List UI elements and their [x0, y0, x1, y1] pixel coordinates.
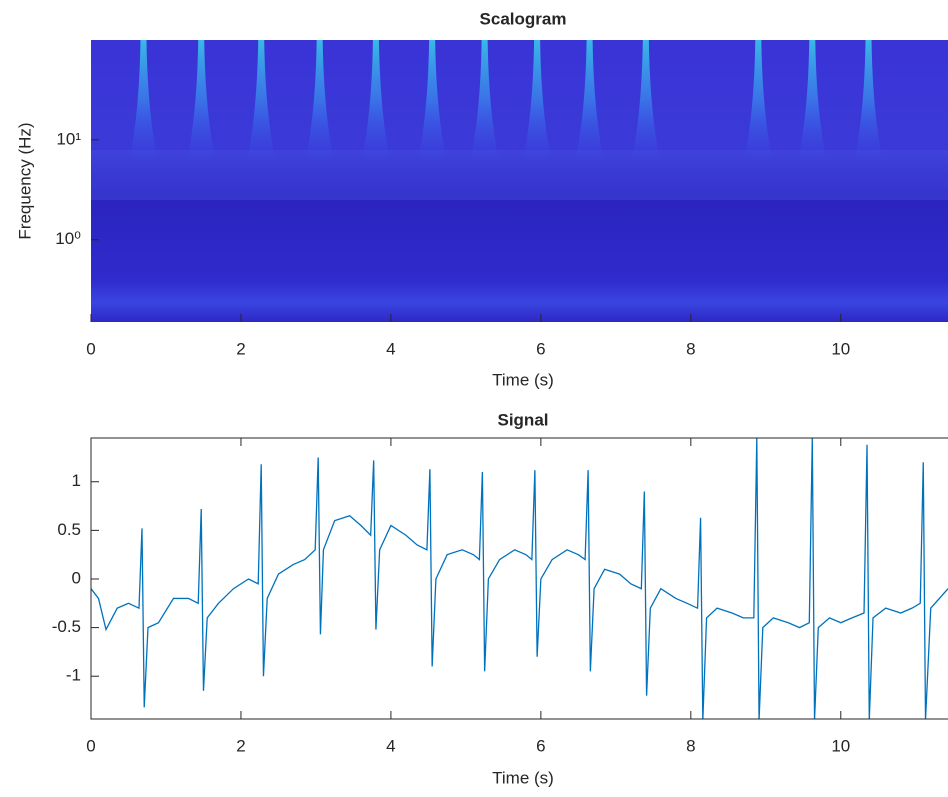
y-tick-label: -1 [66, 666, 81, 685]
x-tick-label: 0 [86, 339, 95, 358]
chart-title: Signal [497, 410, 548, 429]
chart-title: Scalogram [480, 9, 567, 28]
y-tick-label: 10⁰ [55, 229, 81, 248]
x-tick-label: 4 [386, 736, 395, 755]
scalogram-background [91, 40, 948, 322]
x-tick-label: 2 [236, 339, 245, 358]
x-tick-label: 2 [236, 736, 245, 755]
x-tick-label: 8 [686, 339, 695, 358]
scalogram-ridge [361, 40, 390, 160]
x-axis-label: Time (s) [492, 370, 554, 389]
axes-frame [90, 437, 948, 720]
x-tick-label: 0 [86, 736, 95, 755]
y-tick-label: 0.5 [57, 520, 81, 539]
scalogram-ridge [470, 40, 499, 160]
scalogram-ridge [305, 40, 334, 160]
y-axis-label: Frequency (Hz) [15, 122, 34, 239]
x-tick-label: 6 [536, 736, 545, 755]
y-tick-label: 0 [72, 568, 81, 587]
x-tick-label: 10 [831, 736, 850, 755]
scalogram-ridge [854, 40, 883, 160]
scalogram-ridge [187, 40, 216, 160]
x-tick-label: 4 [386, 339, 395, 358]
y-tick-label: 1 [72, 471, 81, 490]
y-tick-label: 10¹ [56, 129, 81, 148]
scalogram-ridge [798, 40, 827, 160]
scalogram-ridge [129, 40, 158, 160]
y-tick-label: -0.5 [52, 617, 81, 636]
scalogram-ridge [631, 40, 660, 160]
x-tick-label: 8 [686, 736, 695, 755]
scalogram-ridge [418, 40, 447, 160]
scalogram-ridge [247, 40, 276, 160]
x-axis-label: Time (s) [492, 768, 554, 787]
signal-line [91, 438, 948, 719]
x-tick-label: 6 [536, 339, 545, 358]
scalogram-ridge [744, 40, 773, 160]
scalogram-ridge [523, 40, 552, 160]
scalogram-ridge [575, 40, 604, 160]
x-tick-label: 10 [831, 339, 850, 358]
